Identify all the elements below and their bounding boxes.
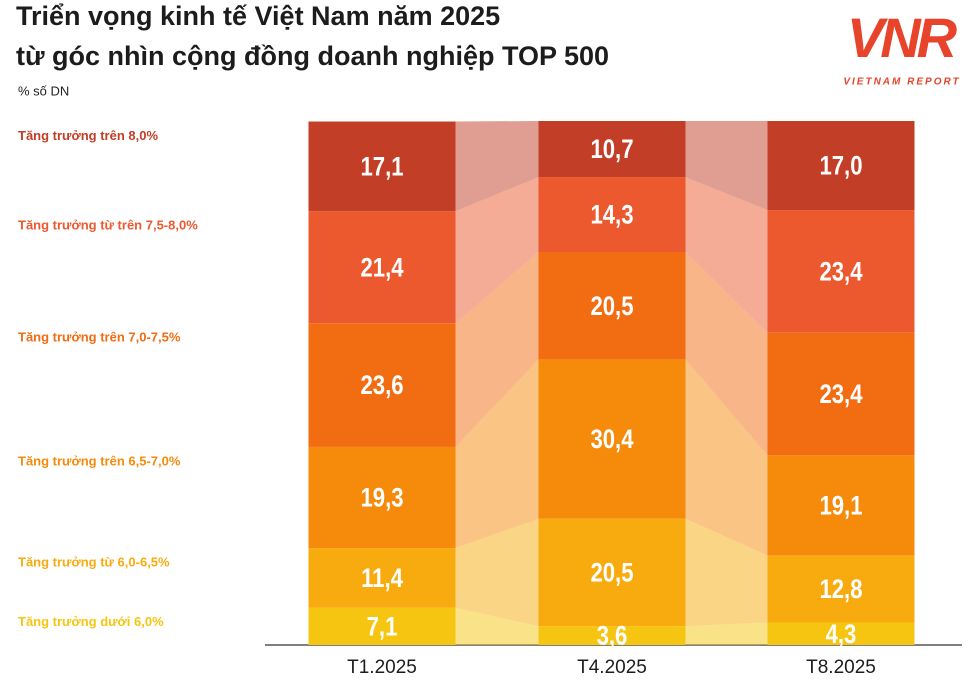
brand-subtitle: VIETNAM REPORT xyxy=(843,77,960,88)
ribbon xyxy=(455,518,539,627)
value-label: 4,3 xyxy=(826,620,857,650)
legend-label: Tăng trưởng dưới 6,0% xyxy=(18,614,164,629)
bar-segment xyxy=(308,323,456,447)
bar-segment xyxy=(308,211,456,324)
bar-segment xyxy=(308,548,456,608)
ribbon xyxy=(685,622,768,645)
bar-segment xyxy=(767,210,915,333)
bar-segment xyxy=(538,359,686,519)
value-label: 23,4 xyxy=(819,258,862,288)
value-label: 3,6 xyxy=(597,622,628,652)
bar-segment xyxy=(767,121,915,211)
bar-segment xyxy=(538,252,686,360)
bar-segment xyxy=(538,518,686,627)
ribbon xyxy=(455,177,539,324)
legend-label: Tăng trưởng từ trên 7,5-8,0% xyxy=(18,218,198,233)
value-label: 30,4 xyxy=(590,425,633,455)
ribbon xyxy=(685,121,768,211)
bar-segment xyxy=(308,446,456,549)
ribbon xyxy=(685,518,768,627)
value-label: 23,6 xyxy=(360,371,403,401)
value-label: 14,3 xyxy=(590,201,633,231)
ribbon xyxy=(685,177,768,333)
brand-logo: VNR xyxy=(847,6,958,69)
bar-segment xyxy=(538,177,686,252)
bar-segment xyxy=(538,626,686,645)
value-label: 23,4 xyxy=(819,380,862,410)
legend-label: Tăng trưởng trên 8,0% xyxy=(18,128,158,143)
value-label: 21,4 xyxy=(360,253,403,283)
value-label: 17,0 xyxy=(819,152,862,182)
y-label: % số DN xyxy=(18,83,69,98)
value-label: 19,3 xyxy=(360,484,403,514)
bar-segment xyxy=(767,455,915,556)
bar-segment xyxy=(308,121,456,212)
value-label: 20,5 xyxy=(590,559,633,589)
legend-label: Tăng trưởng trên 7,0-7,5% xyxy=(18,330,181,345)
chart-subtitle: từ góc nhìn cộng đồng doanh nghiệp TOP 5… xyxy=(16,41,609,71)
ribbon xyxy=(455,121,539,212)
legend-label: Tăng trưởng trên 6,5-7,0% xyxy=(18,453,181,468)
value-label: 20,5 xyxy=(590,292,633,322)
x-tick-label: T1.2025 xyxy=(347,657,417,678)
x-tick-label: T8.2025 xyxy=(806,657,876,678)
value-label: 12,8 xyxy=(819,575,862,605)
bar-segment xyxy=(538,121,686,178)
ribbon xyxy=(685,252,768,456)
value-label: 17,1 xyxy=(360,152,403,182)
ribbon xyxy=(685,359,768,556)
value-label: 11,4 xyxy=(361,564,403,594)
value-label: 19,1 xyxy=(819,492,862,522)
ribbon xyxy=(455,359,539,549)
chart-title: Triển vọng kinh tế Việt Nam năm 2025 xyxy=(16,1,500,31)
ribbon xyxy=(455,252,539,447)
ribbon xyxy=(455,607,539,645)
legend-label: Tăng trưởng từ 6,0-6,5% xyxy=(18,554,170,569)
bar-segment xyxy=(308,607,456,645)
bar-segment xyxy=(767,332,915,456)
value-label: 10,7 xyxy=(590,135,633,165)
bar-segment xyxy=(767,555,915,623)
x-tick-label: T4.2025 xyxy=(577,657,647,678)
value-label: 7,1 xyxy=(367,613,398,643)
bar-segment xyxy=(767,622,915,645)
